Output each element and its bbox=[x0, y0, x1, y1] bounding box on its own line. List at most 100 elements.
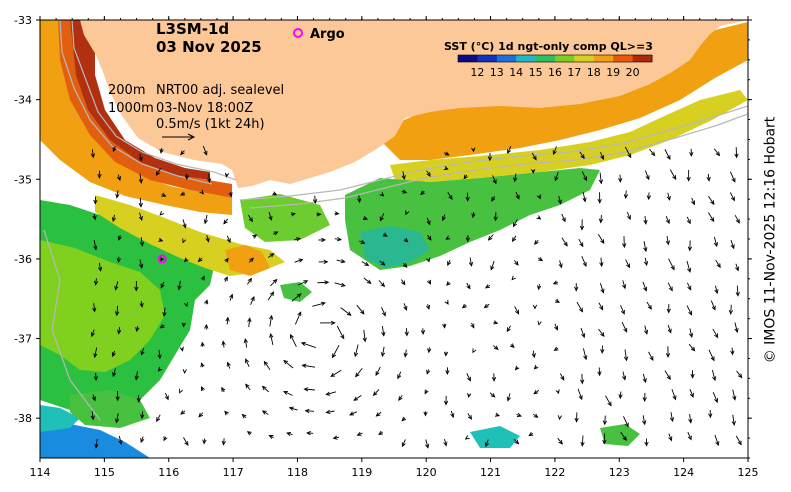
sst-field bbox=[40, 20, 748, 458]
current-arrow bbox=[91, 329, 95, 337]
y-tick-label: -37 bbox=[14, 333, 32, 346]
current-arrow-head bbox=[366, 279, 372, 285]
current-arrow-head bbox=[730, 350, 735, 356]
current-arrow-head bbox=[487, 156, 493, 162]
current-arrow-head bbox=[622, 243, 627, 249]
current-arrow bbox=[116, 190, 119, 198]
current-arrow bbox=[731, 347, 734, 355]
current-arrow bbox=[558, 196, 562, 204]
current-arrow-head bbox=[420, 190, 425, 196]
current-source-label: NRT00 adj. sealevel bbox=[156, 83, 284, 98]
current-arrow bbox=[626, 211, 631, 220]
current-arrow-head bbox=[375, 412, 381, 417]
colorbar-segment bbox=[632, 55, 653, 62]
current-arrow bbox=[667, 192, 671, 201]
current-arrow bbox=[283, 360, 294, 369]
colorbar-title: SST (°C) 1d ngt-only comp QL>=3 bbox=[444, 40, 653, 53]
current-arrow-head bbox=[245, 358, 250, 364]
current-arrow-head bbox=[381, 331, 386, 337]
argo-legend-label: Argo bbox=[310, 27, 345, 42]
current-arrow-head bbox=[554, 176, 559, 182]
current-arrow-head bbox=[666, 375, 671, 381]
current-arrow-head bbox=[737, 373, 743, 379]
current-arrow-head bbox=[423, 411, 428, 417]
current-arrow-head bbox=[644, 441, 649, 447]
colorbar-tick-label: 13 bbox=[490, 66, 504, 79]
current-arrow bbox=[141, 411, 144, 419]
current-arrow-head bbox=[403, 352, 408, 358]
current-arrow bbox=[401, 439, 406, 447]
current-arrow-head bbox=[715, 151, 721, 157]
current-arrow bbox=[378, 280, 385, 287]
current-arrow bbox=[270, 333, 274, 346]
current-arrow bbox=[561, 237, 568, 246]
current-arrow bbox=[379, 260, 385, 266]
current-arrow bbox=[116, 305, 119, 316]
current-arrow-head bbox=[583, 355, 588, 361]
current-arrow bbox=[466, 373, 471, 381]
colorbar-tick-label: 19 bbox=[606, 66, 620, 79]
current-arrow bbox=[579, 151, 585, 159]
current-arrow-head bbox=[690, 373, 695, 379]
current-arrow-head bbox=[580, 154, 585, 160]
current-arrow bbox=[267, 291, 274, 301]
current-arrow-head bbox=[90, 153, 96, 159]
current-arrow-head bbox=[533, 240, 539, 245]
current-arrow bbox=[730, 240, 735, 249]
current-arrow bbox=[578, 238, 584, 247]
current-arrow bbox=[646, 301, 652, 310]
current-arrow-head bbox=[647, 304, 652, 310]
current-arrow bbox=[605, 395, 612, 406]
current-arrow-head bbox=[600, 288, 605, 294]
current-arrow-head bbox=[665, 240, 670, 246]
current-arrow bbox=[91, 411, 94, 420]
sst-patch-green-mid bbox=[240, 194, 330, 242]
current-arrow-head bbox=[114, 285, 119, 291]
current-arrow-head bbox=[304, 408, 310, 414]
colorbar-tick-label: 17 bbox=[567, 66, 581, 79]
current-arrow-head bbox=[97, 173, 102, 179]
current-arrow bbox=[375, 366, 381, 376]
current-arrow-head bbox=[426, 172, 431, 177]
current-arrow bbox=[289, 407, 298, 411]
current-arrow bbox=[667, 324, 672, 333]
current-arrow-head bbox=[491, 376, 497, 382]
current-arrow-head bbox=[580, 441, 585, 447]
current-arrow bbox=[624, 146, 632, 158]
current-arrow bbox=[245, 359, 250, 367]
current-arrow-head bbox=[506, 327, 511, 333]
x-tick-label: 116 bbox=[158, 466, 179, 479]
current-arrow-head bbox=[533, 413, 539, 418]
current-arrow-head bbox=[427, 235, 432, 241]
current-arrow-head bbox=[283, 359, 288, 365]
current-arrow bbox=[667, 282, 673, 291]
current-arrow-head bbox=[199, 189, 204, 195]
current-arrow bbox=[559, 260, 562, 268]
current-arrow bbox=[112, 368, 116, 377]
current-arrow bbox=[301, 342, 316, 348]
current-arrow-head bbox=[93, 376, 99, 382]
current-arrow bbox=[644, 216, 647, 224]
current-arrow-head bbox=[93, 280, 99, 286]
current-arrow-head bbox=[624, 422, 629, 428]
current-arrow-head bbox=[493, 345, 499, 351]
current-arrow-head bbox=[602, 420, 608, 426]
current-arrow-head bbox=[325, 391, 331, 396]
current-arrow bbox=[664, 370, 671, 380]
current-arrow-head bbox=[159, 324, 165, 329]
current-arrow-head bbox=[182, 223, 187, 229]
current-arrow bbox=[732, 389, 736, 400]
current-arrow-head bbox=[155, 170, 161, 176]
sst-patch-teal-southcoast bbox=[360, 226, 430, 268]
current-arrow-head bbox=[179, 346, 184, 352]
current-arrow-head bbox=[579, 242, 584, 248]
product-date: 03 Nov 2025 bbox=[156, 38, 262, 56]
current-arrow-head bbox=[688, 332, 694, 338]
current-arrow bbox=[381, 307, 386, 316]
current-arrow-head bbox=[179, 191, 185, 196]
current-arrow-head bbox=[303, 387, 309, 392]
current-arrow-head bbox=[114, 311, 120, 317]
isobath-1000m-east bbox=[249, 113, 748, 209]
current-arrow bbox=[112, 214, 115, 222]
